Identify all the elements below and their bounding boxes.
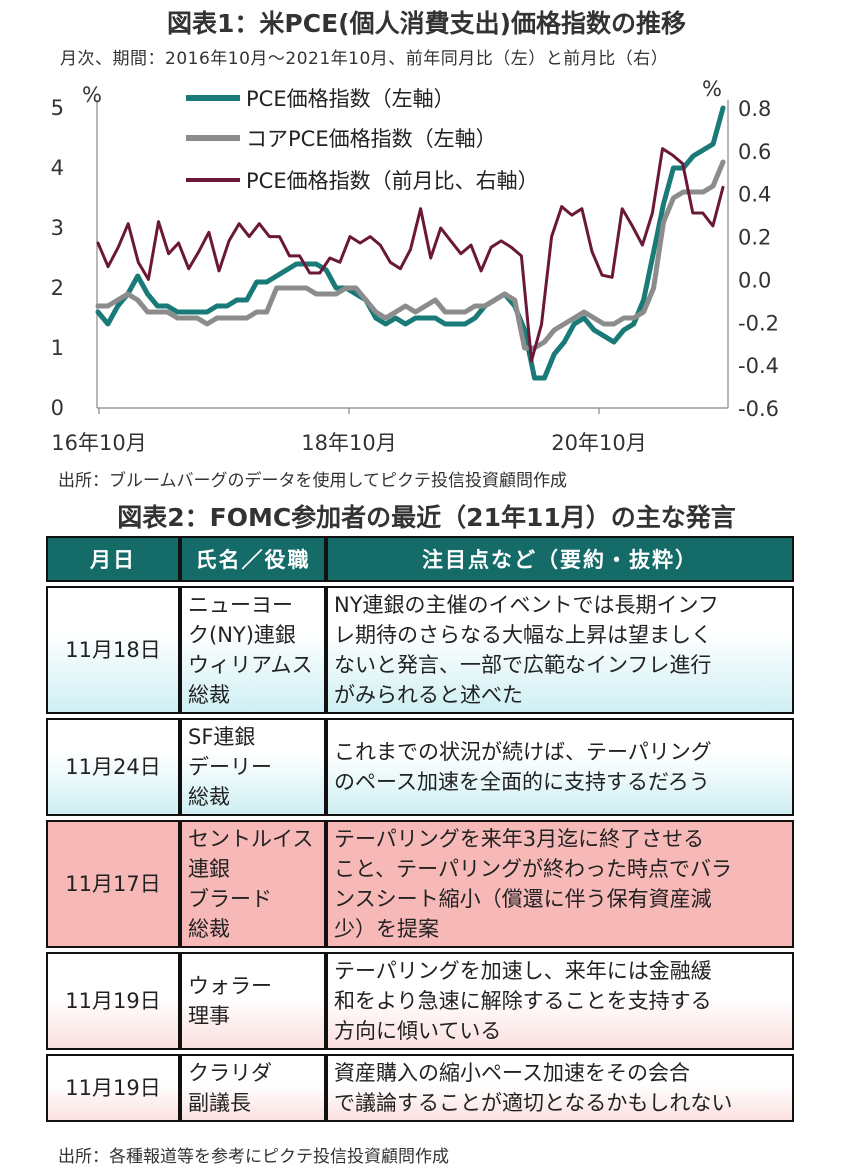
- row-date: 11月19日: [46, 952, 180, 1050]
- x-tick-label: 20年10月: [551, 431, 646, 455]
- series-line-2: [95, 159, 726, 351]
- name-line: ウィリアムス: [188, 653, 313, 677]
- table-title: 図表2：FOMC参加者の最近（21年11月）の主な発言: [117, 503, 736, 532]
- table-row: 11月18日 ニューヨー ク(NY)連銀 ウィリアムス 総裁 NY連銀の主催のイ…: [46, 586, 794, 714]
- series-line-1: [95, 105, 726, 381]
- right-tick-label: -0.2: [738, 311, 779, 335]
- row-date: 11月18日: [46, 586, 180, 714]
- text-line: NY連銀の主催のイベントでは長期インフ: [334, 593, 719, 617]
- table-row: 11月17日 セントルイス 連銀 ブラード 総裁 テーパリングを来年3月迄に終了…: [46, 820, 794, 948]
- left-tick-label: 0: [51, 396, 64, 420]
- left-tick-label: 4: [51, 156, 64, 180]
- right-unit-label: %: [702, 77, 722, 101]
- pce-chart: 0 1 2 3 4 5 -0.6 -0.4 -0.2 0.0 0.2 0.4 0.6 0.8% % 16年10…: [51, 77, 779, 455]
- header-notes: 注目点など（要約・抜粋）: [326, 536, 794, 582]
- series-line-3: [96, 147, 725, 363]
- row-text: NY連銀の主催のイベントでは長期インフ レ期待のさらなる大幅な上昇は望ましく な…: [326, 586, 794, 714]
- text-line: 資産購入の縮小ペース加速をその会合: [334, 1061, 690, 1085]
- text-line: ないと発言、一部で広範なインフレ進行: [334, 653, 712, 677]
- table-row: 11月19日 クラリダ 副議長 資産購入の縮小ペース加速をその会合 で議論するこ…: [46, 1054, 794, 1122]
- chart-subtitle: 月次、期間：2016年10月～2021年10月、前年同月比（左）と前月比（右）: [60, 49, 669, 69]
- text-line: こと、テーパリングが終わった時点でバラ: [334, 857, 732, 881]
- text-line: 和をより急速に解除することを支持する: [334, 989, 712, 1013]
- name-line: セントルイス: [188, 827, 314, 851]
- legend-label-3: PCE価格指数（前月比、右軸）: [246, 169, 539, 193]
- row-name: ウォラー 理事: [180, 952, 326, 1050]
- row-text: テーパリングを来年3月迄に終了させる こと、テーパリングが終わった時点でバラ ン…: [326, 820, 794, 948]
- text-line: のペース加速を全面的に支持するだろう: [334, 770, 710, 794]
- legend-label-1: PCE価格指数（左軸）: [246, 87, 455, 111]
- row-name: ニューヨー ク(NY)連銀 ウィリアムス 総裁: [180, 586, 326, 714]
- text-line: ンスシート縮小（償還に伴う保有資産減: [334, 887, 712, 911]
- row-date: 11月17日: [46, 820, 180, 948]
- name-line: ウォラー: [188, 974, 272, 998]
- row-date: 11月19日: [46, 1054, 180, 1122]
- row-name: クラリダ 副議長: [180, 1054, 326, 1122]
- name-line: 理事: [188, 1004, 230, 1028]
- text-line: レ期待のさらなる大幅な上昇は望ましく: [334, 623, 712, 647]
- fomc-table: 月日 氏名／役職 注目点など（要約・抜粋） 11月18日 ニューヨー ク(NY)…: [46, 532, 794, 1126]
- name-line: 総裁: [188, 785, 230, 809]
- header-date: 月日: [46, 536, 180, 582]
- row-text: これまでの状況が続けば、テーパリング のペース加速を全面的に支持するだろう: [326, 718, 794, 816]
- chart-source: 出所：ブルームバーグのデータを使用してピクテ投信投資顧問作成: [58, 471, 567, 491]
- table-row: 11月19日 ウォラー 理事 テーパリングを加速し、来年には金融緩 和をより急速…: [46, 952, 794, 1050]
- x-tick-label: 18年10月: [301, 431, 396, 455]
- name-line: ブラード: [188, 887, 272, 911]
- left-tick-label: 2: [51, 276, 64, 300]
- chart-title: 図表1：米PCE(個人消費支出)価格指数の推移: [167, 9, 686, 38]
- left-tick-label: 3: [51, 216, 64, 240]
- text-line: これまでの状況が続けば、テーパリング: [334, 740, 712, 764]
- name-line: 総裁: [188, 683, 230, 707]
- row-name: セントルイス 連銀 ブラード 総裁: [180, 820, 326, 948]
- right-tick-label: 0.6: [738, 140, 771, 164]
- right-tick-label: -0.6: [738, 397, 779, 421]
- row-date: 11月24日: [46, 718, 180, 816]
- header-name: 氏名／役職: [180, 536, 326, 582]
- row-text: 資産購入の縮小ペース加速をその会合 で議論することが適切となるかもしれない: [326, 1054, 794, 1122]
- right-tick-label: 0.0: [738, 268, 771, 292]
- row-text: テーパリングを加速し、来年には金融緩 和をより急速に解除することを支持する 方向…: [326, 952, 794, 1050]
- right-tick-label: 0.2: [738, 226, 771, 250]
- right-tick-label: 0.4: [738, 183, 771, 207]
- x-tick-label: 16年10月: [51, 431, 146, 455]
- text-line: テーパリングを来年3月迄に終了させる: [334, 827, 705, 851]
- left-tick-label: 5: [51, 96, 64, 120]
- right-tick-label: -0.4: [738, 354, 779, 378]
- name-line: デーリー: [188, 755, 272, 779]
- text-line: 方向に傾いている: [334, 1019, 502, 1043]
- legend-label-2: コアPCE価格指数（左軸）: [246, 127, 497, 151]
- name-line: 連銀: [188, 857, 230, 881]
- text-line: で議論することが適切となるかもしれない: [334, 1091, 733, 1115]
- text-line: がみられると述べた: [334, 683, 523, 707]
- left-unit-label: %: [82, 83, 102, 107]
- name-line: ニューヨー: [188, 593, 293, 617]
- text-line: 少）を提案: [334, 917, 439, 941]
- name-line: クラリダ: [188, 1061, 272, 1085]
- row-name: SF連銀 デーリー 総裁: [180, 718, 326, 816]
- name-line: SF連銀: [188, 725, 256, 749]
- table-header-row: 月日 氏名／役職 注目点など（要約・抜粋）: [46, 536, 794, 582]
- table-source: 出所：各種報道等を参考にピクテ投信投資顧問作成: [58, 1147, 449, 1167]
- name-line: 総裁: [188, 917, 230, 941]
- right-tick-label: 0.8: [738, 97, 771, 121]
- name-line: 副議長: [188, 1091, 251, 1115]
- table-row: 11月24日 SF連銀 デーリー 総裁 これまでの状況が続けば、テーパリング の…: [46, 718, 794, 816]
- left-tick-label: 1: [51, 336, 64, 360]
- name-line: ク(NY)連銀: [188, 623, 296, 647]
- text-line: テーパリングを加速し、来年には金融緩: [334, 959, 712, 983]
